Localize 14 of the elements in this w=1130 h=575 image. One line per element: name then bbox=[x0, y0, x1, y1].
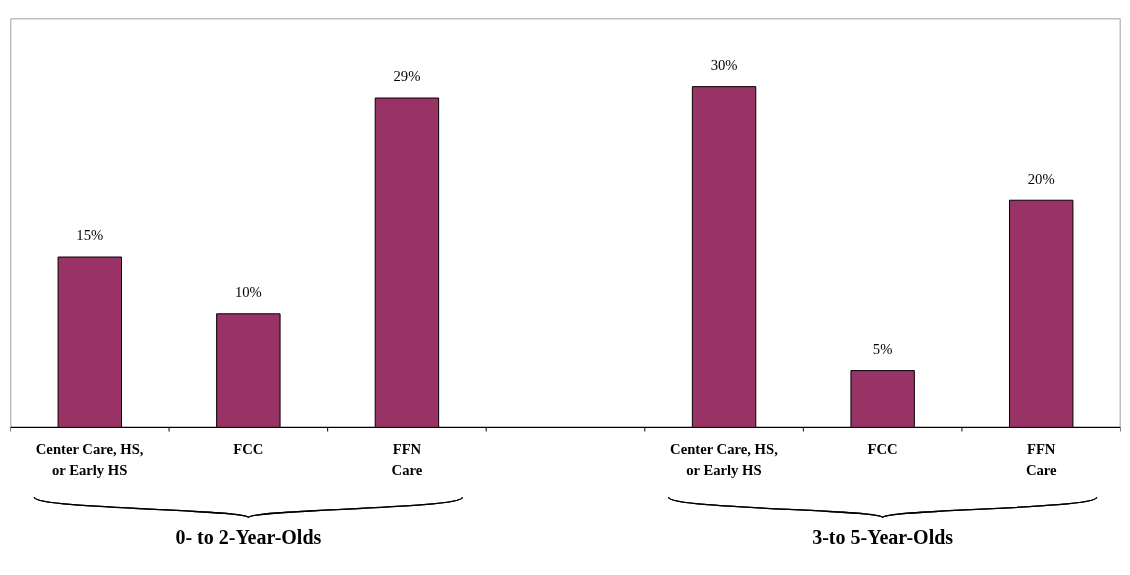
data-label: 30% bbox=[710, 57, 738, 74]
x-tick-label: Center Care, HS, or Early HS bbox=[670, 441, 779, 478]
data-label: 10% bbox=[234, 284, 262, 301]
data-label: 5% bbox=[872, 340, 893, 357]
x-tick-label: FFN Care bbox=[1025, 441, 1058, 478]
data-label: 29% bbox=[393, 68, 421, 85]
x-tick-label: FCC bbox=[867, 441, 898, 458]
text: 3-to 5-Year-Olds bbox=[812, 526, 954, 549]
x-tick-label: FFN Care bbox=[391, 441, 423, 478]
data-label: 15% bbox=[76, 227, 104, 244]
text: 0- to 2-Year-Olds bbox=[175, 526, 322, 549]
x-tick-label: FCC bbox=[233, 441, 264, 458]
data-label: 20% bbox=[1027, 170, 1055, 187]
x-tick-label: Center Care, HS, or Early HS bbox=[35, 441, 144, 478]
